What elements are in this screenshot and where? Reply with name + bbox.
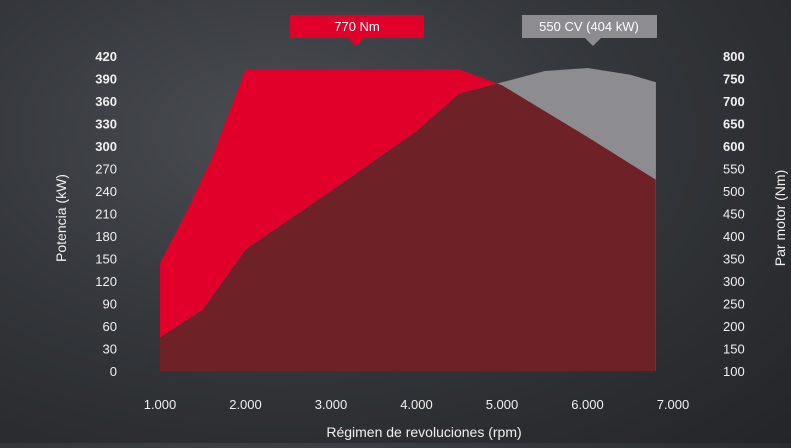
left-axis-title: Potencia (kW) (53, 174, 69, 262)
right-axis-tick-100: 100 (723, 364, 745, 379)
left-axis-tick-270: 270 (95, 162, 117, 177)
right-axis-tick-700: 700 (723, 94, 745, 109)
right-axis-tick-350: 350 (723, 252, 745, 267)
x-axis-tick-4.000: 4.000 (400, 397, 433, 412)
left-axis-tick-90: 90 (103, 297, 117, 312)
x-axis-tick-7.000: 7.000 (657, 397, 690, 412)
left-axis-tick-240: 240 (95, 184, 117, 199)
x-axis-tick-2.000: 2.000 (229, 397, 262, 412)
left-axis-tick-300: 300 (95, 139, 117, 154)
right-axis-tick-800: 800 (723, 49, 745, 64)
left-axis-tick-0: 0 (110, 364, 117, 379)
left-axis-tick-390: 390 (95, 72, 117, 87)
power-peak-label: 550 CV (404 kW) (539, 19, 639, 34)
power-peak-badge: 550 CV (404 kW) (522, 15, 657, 46)
left-axis-tick-210: 210 (95, 207, 117, 222)
left-axis-tick-360: 360 (95, 94, 117, 109)
left-axis-tick-180: 180 (95, 229, 117, 244)
right-axis-tick-600: 600 (723, 139, 745, 154)
right-axis-tick-300: 300 (723, 274, 745, 289)
left-axis-tick-150: 150 (95, 252, 117, 267)
left-axis-tick-330: 330 (95, 117, 117, 132)
x-axis-title: Régimen de revoluciones (rpm) (326, 424, 521, 440)
x-axis-tick-3.000: 3.000 (315, 397, 348, 412)
torque-peak-badge: 770 Nm (290, 15, 424, 46)
right-axis-title: Par motor (Nm) (772, 170, 788, 266)
torque-peak-label: 770 Nm (334, 19, 380, 34)
right-axis-ticks: 100 150 200 250 300 350 400 450 500 550 600 650 700 7… (723, 49, 745, 379)
right-axis-tick-250: 250 (723, 297, 745, 312)
left-axis-tick-30: 30 (103, 342, 117, 357)
right-axis-tick-750: 750 (723, 72, 745, 87)
right-axis-tick-650: 650 (723, 117, 745, 132)
overlap-area (160, 69, 656, 371)
right-axis-tick-550: 550 (723, 162, 745, 177)
x-axis-tick-6.000: 6.000 (571, 397, 604, 412)
left-axis-tick-60: 60 (103, 319, 117, 334)
left-axis-ticks: 0 30 60 90 120 150 180 210 240 270 300 330 360 390 420 (95, 49, 117, 379)
right-axis-tick-500: 500 (723, 184, 745, 199)
x-axis-ticks: 1.000 2.000 3.000 4.000 5.000 6.000 7.000 (144, 397, 690, 412)
left-axis-tick-420: 420 (95, 49, 117, 64)
left-axis-tick-120: 120 (95, 274, 117, 289)
right-axis-tick-150: 150 (723, 342, 745, 357)
x-axis-tick-5.000: 5.000 (486, 397, 519, 412)
right-axis-tick-450: 450 (723, 207, 745, 222)
x-axis-tick-1.000: 1.000 (144, 397, 177, 412)
right-axis-tick-200: 200 (723, 319, 745, 334)
right-axis-tick-400: 400 (723, 229, 745, 244)
chart-areas (160, 68, 656, 371)
